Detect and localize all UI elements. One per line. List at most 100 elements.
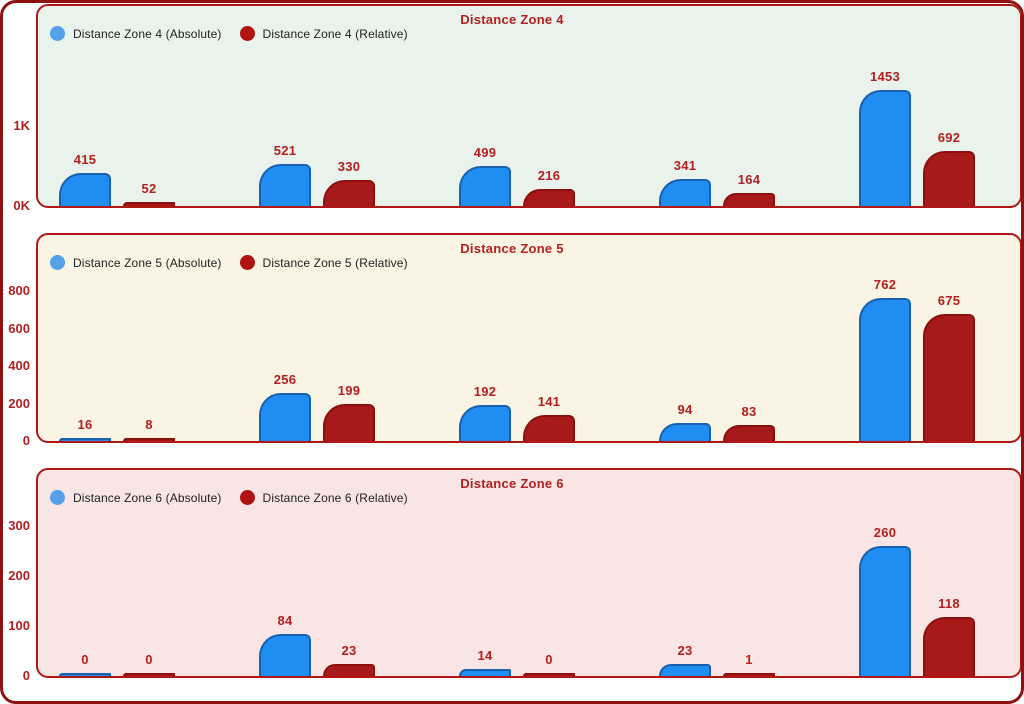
y-axis: 0 100 200 300 (8, 470, 1020, 683)
legend-label: Distance Zone 4 (Absolute) (73, 26, 222, 41)
chart-title: Distance Zone 5 (460, 241, 564, 256)
legend-label: Distance Zone 5 (Absolute) (73, 255, 222, 270)
legend-label: Distance Zone 4 (Relative) (262, 26, 408, 41)
bar-value-label: 499 (473, 145, 497, 160)
y-axis-tick-label: 200 (8, 568, 30, 583)
y-axis-tick-label: 1K (13, 118, 30, 133)
bar (459, 405, 511, 441)
bar (923, 151, 975, 206)
bar (123, 673, 175, 676)
bar-value-label: 94 (677, 402, 693, 417)
chart-title: Distance Zone 4 (460, 12, 564, 27)
y-axis: 0 200 400 600 800 (8, 235, 1020, 448)
y-axis: 0K 1K (13, 6, 1020, 213)
y-axis-tick-label: 600 (8, 320, 30, 336)
bar-value-label: 260 (873, 525, 897, 540)
legend-item: Distance Zone 5 (Absolute) (50, 255, 222, 270)
bar-value-label: 415 (73, 152, 97, 167)
legend-marker-icon (50, 255, 65, 270)
bar (723, 673, 775, 676)
bar (859, 546, 911, 676)
bar-value-label: 118 (938, 596, 960, 611)
bar (59, 673, 111, 676)
bar (459, 166, 511, 206)
bar (659, 423, 711, 441)
legend-label: Distance Zone 6 (Relative) (262, 490, 408, 505)
legend-marker-icon (50, 26, 65, 41)
legend-marker-icon (50, 490, 65, 505)
bar-value-label: 675 (937, 293, 961, 308)
legend-item: Distance Zone 4 (Relative) (239, 26, 408, 41)
chart-legend: Distance Zone 4 (Absolute) Distance Zone … (50, 26, 408, 41)
plot-area: 16 8 256 199 192 141 94 83 762 675 (38, 235, 1020, 441)
bar (259, 164, 311, 206)
bar-value-label: 83 (741, 404, 757, 419)
legend-item: Distance Zone 6 (Absolute) (50, 490, 222, 505)
chart-legend: Distance Zone 5 (Absolute) Distance Zone … (50, 255, 408, 270)
legend-item: Distance Zone 5 (Relative) (239, 255, 408, 270)
plot-area: 0 0 84 23 14 0 23 1 260 118 (38, 470, 1020, 676)
bar-value-label: 84 (277, 613, 293, 628)
y-axis-tick-label: 800 (8, 283, 30, 298)
bar-value-label: 23 (677, 643, 693, 658)
y-axis-tick-label: 400 (8, 358, 30, 373)
legend-marker-icon (239, 26, 255, 41)
bar (659, 664, 711, 676)
legend-marker-icon (239, 255, 255, 270)
bar-value-label: 0 (145, 652, 153, 667)
bar (323, 664, 375, 676)
bar-value-label: 216 (537, 168, 561, 183)
bar-value-label: 16 (77, 417, 93, 432)
bar (259, 634, 311, 676)
y-axis-tick-label: 300 (8, 518, 30, 533)
bar-value-label: 256 (273, 372, 297, 387)
bar-value-label: 23 (341, 643, 357, 658)
y-axis-tick-label: 0K (13, 198, 30, 213)
y-axis-tick-label: 100 (8, 618, 30, 633)
bar-value-label: 141 (537, 394, 561, 409)
bar (923, 617, 975, 676)
bar-value-label: 762 (873, 277, 897, 292)
bar (123, 438, 175, 441)
bar (723, 193, 775, 206)
chart-panel-distance-zone-6: Distance Zone 6 Distance Zone 6 (Absolut… (8, 468, 1021, 683)
bar-value-label: 330 (337, 159, 361, 174)
y-axis-tick-label: 0 (22, 668, 30, 683)
chart-title: Distance Zone 6 (460, 476, 564, 491)
bar-value-label: 0 (545, 652, 553, 667)
bar-value-label: 14 (477, 648, 493, 663)
legend-label: Distance Zone 5 (Relative) (262, 255, 408, 270)
bar-value-label: 192 (473, 384, 497, 399)
bar (259, 393, 311, 441)
bar-value-label: 692 (937, 130, 961, 145)
bar (523, 673, 575, 676)
legend-item: Distance Zone 6 (Relative) (239, 490, 408, 505)
bar (523, 415, 575, 441)
bar (59, 438, 111, 441)
y-axis-tick-label: 0 (22, 433, 30, 448)
legend-item: Distance Zone 4 (Absolute) (50, 26, 222, 41)
bar-value-label: 8 (145, 417, 153, 432)
chart-panel-distance-zone-5: Distance Zone 5 Distance Zone 5 (Absolut… (8, 233, 1021, 448)
bar (323, 404, 375, 441)
legend-marker-icon (239, 490, 255, 505)
bar (523, 189, 575, 206)
bar-value-label: 1 (745, 652, 753, 667)
bar-value-label: 164 (737, 172, 761, 187)
bar (859, 298, 911, 441)
bar-value-label: 0 (81, 652, 89, 667)
bar (923, 314, 975, 441)
bar (459, 669, 511, 676)
bar (659, 179, 711, 206)
legend-label: Distance Zone 6 (Absolute) (73, 490, 222, 505)
bar-value-label: 52 (141, 181, 157, 196)
bar (723, 425, 775, 441)
plot-area: 415 52 521 330 499 216 341 164 1453 692 (38, 6, 1020, 206)
bar (323, 180, 375, 206)
bar-value-label: 521 (273, 143, 297, 158)
bar-value-label: 199 (337, 383, 361, 398)
bar (859, 90, 911, 206)
bar-value-label: 341 (673, 158, 697, 173)
bar (59, 173, 111, 206)
